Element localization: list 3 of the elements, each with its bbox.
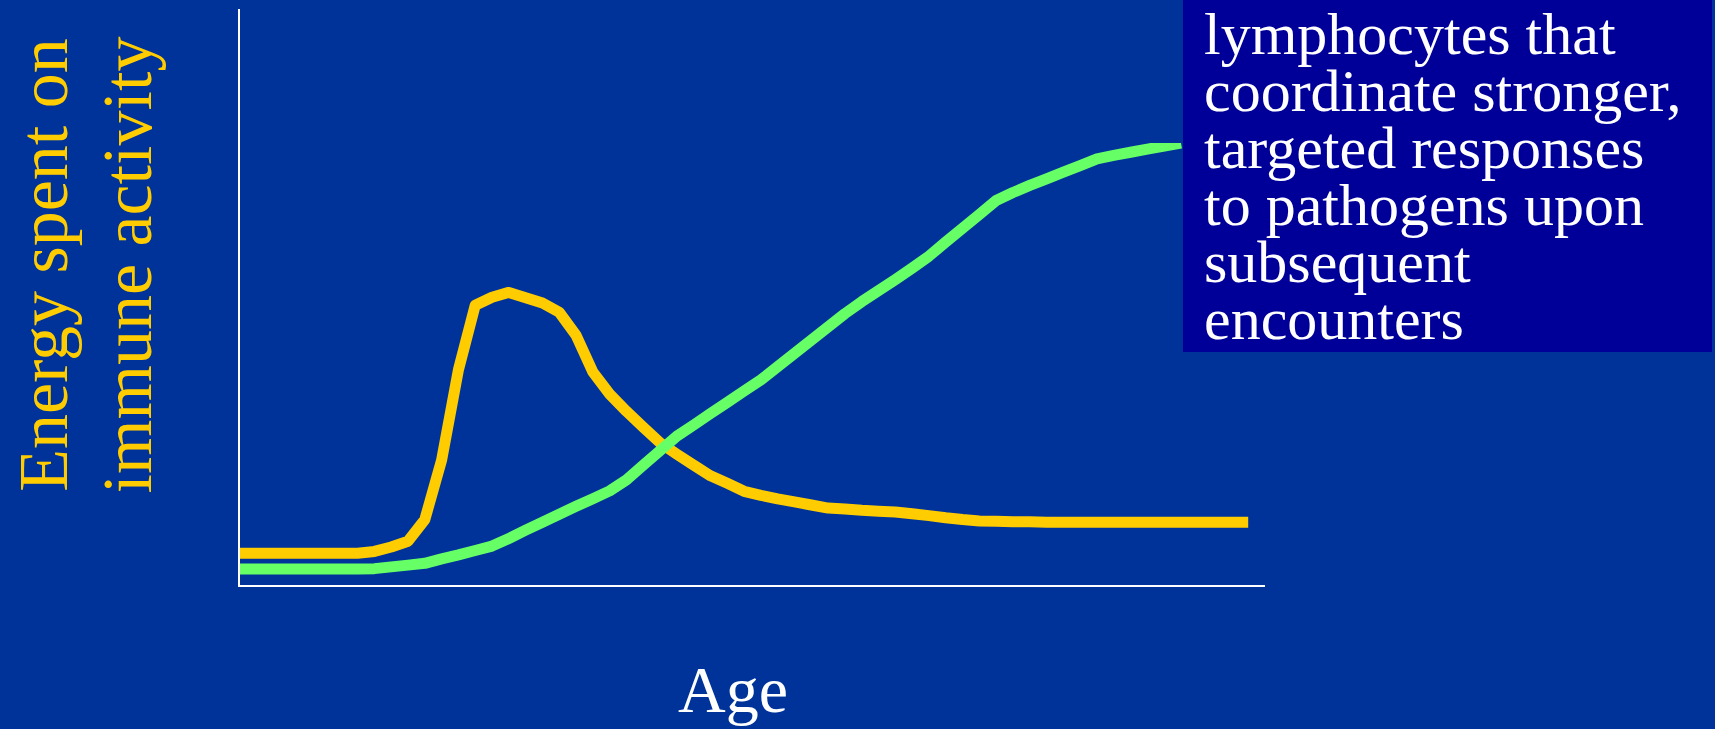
annotation: lymphocytes that coordinate stronger, targeted responses to pathogens upon subsequent encounters [1183,0,1712,352]
y-axis-title: Energy spent on immune activity [4,35,167,496]
x-axis-title: Age [677,652,789,728]
